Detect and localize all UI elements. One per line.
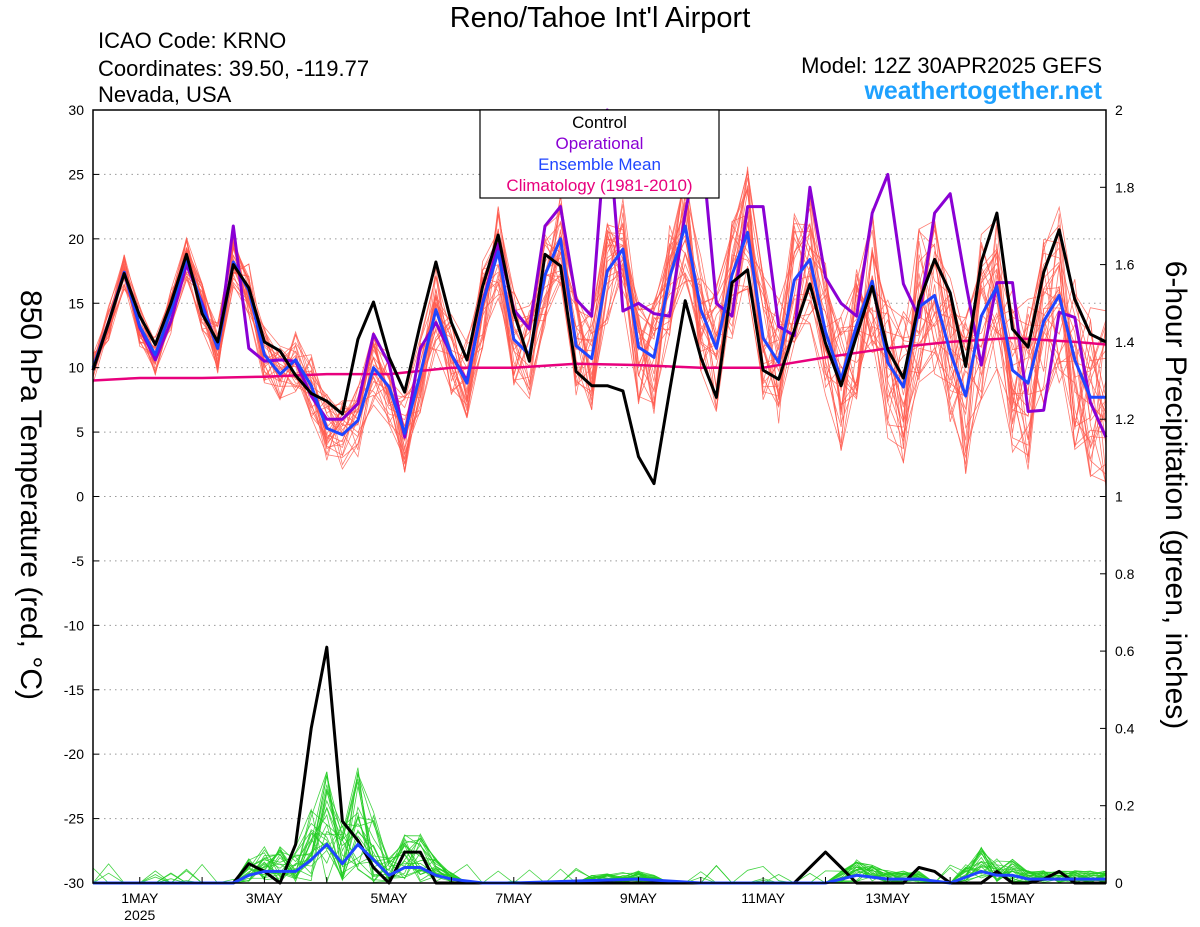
legend-entry: Operational	[556, 134, 644, 153]
x-tick-label: 5MAY	[371, 890, 409, 906]
model-run: Model: 12Z 30APR2025 GEFS	[801, 53, 1102, 78]
temperature-ensemble-mean-line	[91, 224, 1106, 437]
y-right-tick-label: 0.2	[1115, 798, 1135, 814]
x-tick-label: 11MAY	[741, 890, 785, 906]
y-right-tick-label: 0.8	[1115, 566, 1135, 582]
x-tick-label: 3MAY	[246, 890, 284, 906]
coordinates: Coordinates: 39.50, -119.77	[98, 56, 370, 81]
site-link[interactable]: weathertogether.net	[864, 77, 1102, 105]
chart-title: Reno/Tahoe Int'l Airport	[449, 2, 751, 34]
y-left-tick-label: 10	[68, 360, 84, 376]
y-left-tick-label: -15	[64, 682, 84, 698]
y-right-tick-label: 1	[1115, 489, 1123, 505]
y-left-tick-label: 0	[76, 489, 84, 505]
temperature-operational-line	[91, 108, 1108, 439]
y-right-tick-label: 1.2	[1115, 411, 1135, 427]
temperature-member-line	[92, 178, 1107, 475]
y-left-tick-label: -30	[64, 875, 84, 891]
temperature-member-line	[92, 229, 1107, 447]
temperature-control-line	[91, 211, 1107, 486]
legend-entry: Ensemble Mean	[538, 155, 661, 174]
y-right-tick-label: 0.6	[1115, 643, 1135, 659]
legend-entry: Climatology (1981-2010)	[506, 176, 692, 195]
y-right-tick-label: 1.8	[1115, 179, 1135, 195]
temperature-member-line	[92, 185, 1107, 450]
y-left-tick-label: 25	[68, 166, 84, 182]
precip-control-line	[93, 645, 1106, 885]
legend-entry: Control	[572, 113, 627, 132]
y-right-tick-label: 0.4	[1115, 720, 1135, 736]
precip-member-line	[93, 823, 1107, 884]
y-left-tick-label: -5	[72, 553, 85, 569]
icao-code: ICAO Code: KRNO	[98, 28, 287, 53]
x-tick-sublabel: 2025	[124, 907, 155, 923]
region: Nevada, USA	[98, 82, 232, 107]
y-left-tick-label: 20	[68, 231, 84, 247]
x-tick-label: 15MAY	[990, 890, 1036, 906]
axis-ticks: 302520151050-5-10-15-20-25-3021.81.61.41…	[64, 102, 1135, 923]
precip-member-line	[92, 820, 1107, 884]
y-left-tick-label: 30	[68, 102, 84, 118]
y-left-tick-label: -10	[64, 617, 84, 633]
legend-box	[479, 109, 720, 199]
y-left-tick-label: -20	[64, 746, 84, 762]
ensemble-member-lines	[92, 166, 1107, 884]
legend: Control Operational Ensemble Mean Climatolo…	[479, 109, 720, 199]
y-right-tick-label: 0	[1115, 875, 1123, 891]
y-right-tick-label: 2	[1115, 102, 1123, 118]
precip-member-line	[92, 822, 1107, 884]
temperature-member-line	[92, 198, 1107, 456]
x-tick-label: 1MAY	[121, 890, 159, 906]
temperature-member-line	[92, 174, 1107, 475]
x-tick-label: 9MAY	[620, 890, 658, 906]
y-left-tick-label: -25	[64, 811, 84, 827]
y-left-tick-label: 15	[68, 295, 84, 311]
series-lines	[91, 108, 1108, 885]
y-right-tick-label: 1.4	[1115, 334, 1135, 350]
y-right-tick-label: 1.6	[1115, 257, 1135, 273]
x-tick-label: 7MAY	[495, 890, 533, 906]
x-tick-label: 13MAY	[865, 890, 911, 906]
y-left-tick-label: 5	[76, 424, 84, 440]
